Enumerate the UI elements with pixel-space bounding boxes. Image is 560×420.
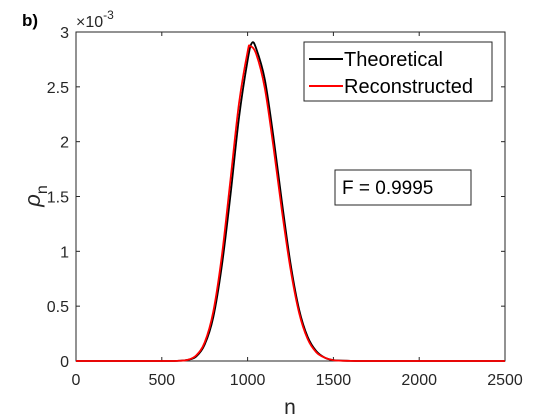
x-tick-label: 500 bbox=[148, 372, 175, 389]
y-exponent-power: -3 bbox=[103, 8, 114, 22]
svg-text:ρn: ρn bbox=[20, 185, 51, 208]
x-axis-ticks: 0 500 1000 1500 2000 2500 bbox=[72, 32, 523, 389]
x-tick-label: 1500 bbox=[316, 372, 352, 389]
panel-label: b) bbox=[22, 11, 38, 30]
x-axis-title: n bbox=[284, 396, 296, 419]
y-tick-label: 2.5 bbox=[47, 80, 69, 97]
legend-label-reconstructed: Reconstructed bbox=[344, 76, 473, 98]
fidelity-box bbox=[334, 169, 472, 206]
x-tick-label: 1000 bbox=[230, 372, 266, 389]
x-tick-label: 2500 bbox=[487, 372, 523, 389]
legend-label-theoretical: Theoretical bbox=[344, 49, 443, 71]
y-tick-label: 1 bbox=[60, 244, 69, 261]
fidelity-text: F = 0.9995 bbox=[342, 178, 433, 199]
y-exponent-base: ×10 bbox=[76, 14, 103, 31]
legend-box bbox=[303, 41, 493, 102]
x-tick-label: 2000 bbox=[401, 372, 437, 389]
y-tick-label: 3 bbox=[60, 25, 69, 42]
y-axis-title: ρn bbox=[20, 185, 51, 208]
series-line-reconstructed bbox=[76, 44, 505, 362]
y-exponent: ×10-3 bbox=[76, 8, 114, 31]
y-axis-title-subscript: n bbox=[34, 185, 51, 194]
y-tick-label: 0.5 bbox=[47, 299, 69, 316]
y-tick-label: 0 bbox=[60, 354, 69, 371]
series-layer bbox=[76, 41, 505, 362]
y-axis-title-symbol: ρ bbox=[20, 194, 45, 208]
x-tick-label: 0 bbox=[72, 372, 81, 389]
y-tick-label: 2 bbox=[60, 135, 69, 152]
y-axis-ticks: 0 0.5 1 1.5 2 2.5 3 bbox=[47, 25, 505, 371]
y-tick-label: 1.5 bbox=[47, 190, 69, 207]
legend: Theoretical Reconstructed bbox=[303, 41, 493, 102]
fidelity-annotation: F = 0.9995 bbox=[334, 169, 472, 206]
